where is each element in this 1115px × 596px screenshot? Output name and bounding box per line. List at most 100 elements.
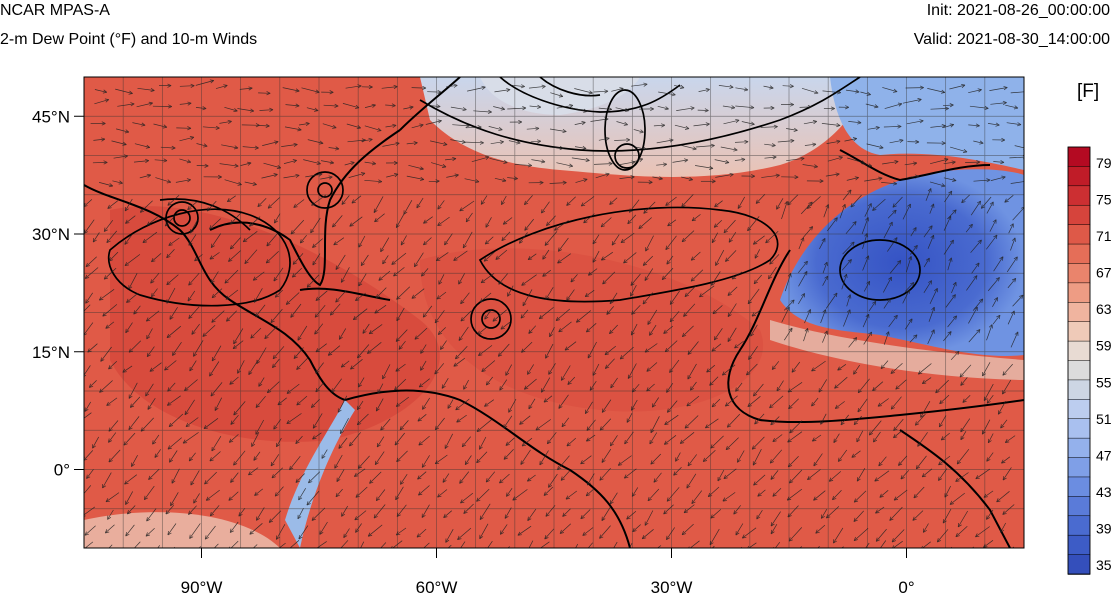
wind-arrow xyxy=(944,485,952,498)
wind-arrow xyxy=(957,510,969,528)
wind-arrow xyxy=(459,200,475,212)
wind-arrow-head xyxy=(648,180,653,185)
wind-arrow xyxy=(193,340,204,357)
wind-arrow-head xyxy=(941,123,946,129)
wind-arrow-head xyxy=(297,127,302,132)
wind-arrow-head xyxy=(820,514,825,519)
wind-arrow-head xyxy=(815,529,820,534)
wind-arrow-head xyxy=(398,345,403,350)
wind-arrow xyxy=(845,221,857,234)
wind-arrow-head xyxy=(393,160,398,166)
wind-arrow xyxy=(364,161,376,165)
wind-arrow xyxy=(554,220,569,231)
colorbar-box xyxy=(1067,204,1091,226)
wind-arrow xyxy=(227,195,236,202)
wind-arrow-head xyxy=(349,222,354,227)
wind-arrow-head xyxy=(988,324,993,329)
wind-arrow-head xyxy=(92,444,97,449)
wind-arrow-head xyxy=(145,532,151,537)
wind-arrow xyxy=(804,143,817,146)
wind-arrow xyxy=(686,395,700,407)
wind-arrow xyxy=(774,541,781,548)
wind-arrow-head xyxy=(833,438,838,443)
wind-arrow-head xyxy=(269,107,274,112)
wind-arrow xyxy=(255,419,265,435)
wind-arrow-head xyxy=(166,401,172,406)
wind-arrow xyxy=(1012,294,1024,307)
wind-arrow xyxy=(930,125,946,128)
wind-arrow-head xyxy=(604,89,609,94)
wind-arrow xyxy=(290,303,302,318)
wind-arrow xyxy=(861,217,869,235)
wind-arrow-head xyxy=(258,382,263,387)
wind-arrow-head xyxy=(337,408,342,413)
wind-arrow-head xyxy=(207,552,211,556)
wind-arrow xyxy=(257,198,267,207)
wind-arrow-head xyxy=(226,198,232,203)
wind-arrow-head xyxy=(875,537,880,542)
wind-arrow-head xyxy=(975,123,980,128)
wind-arrow xyxy=(875,506,885,514)
wind-arrow xyxy=(417,471,427,480)
wind-arrow-head xyxy=(528,404,533,410)
wind-arrow xyxy=(735,523,744,536)
wind-arrow-head xyxy=(98,296,104,301)
wind-arrow-head xyxy=(892,545,896,548)
wind-arrow-head xyxy=(773,124,778,129)
wind-arrow xyxy=(653,472,662,483)
wind-arrow-head xyxy=(105,498,110,503)
wind-arrow xyxy=(189,360,197,372)
wind-arrow-head xyxy=(480,279,486,284)
wind-arrow-head xyxy=(1000,424,1005,429)
wind-arrow-head xyxy=(626,418,631,423)
wind-arrow xyxy=(683,303,696,317)
wind-arrow-head xyxy=(434,425,440,431)
wind-arrow xyxy=(340,360,350,368)
wind-arrow xyxy=(512,489,528,501)
wind-arrow-head xyxy=(146,221,152,226)
wind-arrow-head xyxy=(193,553,197,557)
wind-arrow-head xyxy=(751,174,755,179)
wind-arrow xyxy=(920,401,931,418)
wind-arrow-head xyxy=(186,159,192,164)
wind-arrow-head xyxy=(108,438,113,443)
wind-arrow-head xyxy=(292,260,297,265)
wind-arrow-head xyxy=(188,314,193,319)
wind-arrow xyxy=(557,253,571,264)
wind-arrow-head xyxy=(503,424,508,429)
wind-arrow-head xyxy=(866,91,871,96)
wind-arrow xyxy=(301,87,320,93)
wind-arrow-head xyxy=(396,316,401,322)
wind-arrow-head xyxy=(458,336,463,341)
wind-arrow xyxy=(727,303,737,317)
wind-arrow-head xyxy=(976,329,981,334)
wind-arrow-head xyxy=(951,294,956,299)
wind-arrow xyxy=(722,105,735,109)
wind-arrow xyxy=(425,120,442,125)
wind-arrow xyxy=(558,321,572,333)
wind-arrow xyxy=(820,509,828,519)
wind-arrow-head xyxy=(690,256,696,261)
wind-arrow xyxy=(1006,122,1022,126)
wind-arrow xyxy=(230,213,241,225)
wind-arrow xyxy=(312,238,323,248)
wind-arrow xyxy=(481,360,496,372)
wind-arrow xyxy=(447,399,454,409)
wind-arrow xyxy=(626,511,637,520)
wind-arrow xyxy=(108,449,121,463)
wind-arrow-head xyxy=(434,460,440,465)
wind-arrow-head xyxy=(865,255,870,260)
wind-arrow xyxy=(461,436,471,448)
wind-arrow-head xyxy=(600,256,606,261)
init-time: Init: 2021-08-26_00:00:00 xyxy=(926,2,1110,19)
wind-arrow-head xyxy=(661,275,667,281)
wind-arrow xyxy=(837,364,847,371)
wind-arrow xyxy=(444,233,453,246)
wind-arrow xyxy=(656,163,667,166)
wind-arrow xyxy=(354,468,366,477)
wind-arrow xyxy=(188,505,197,515)
wind-arrow-head xyxy=(831,552,835,556)
wind-arrow-head xyxy=(167,554,171,558)
wind-arrow-head xyxy=(357,464,363,469)
wind-arrow-head xyxy=(686,484,691,489)
